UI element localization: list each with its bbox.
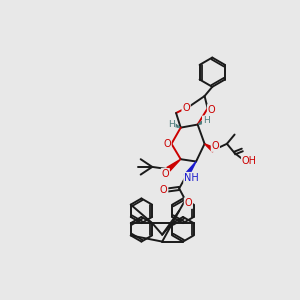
- Text: O: O: [163, 139, 171, 149]
- Polygon shape: [167, 159, 181, 171]
- Text: NH: NH: [184, 173, 199, 183]
- Text: O: O: [182, 103, 190, 112]
- Text: O: O: [163, 139, 171, 149]
- Text: O: O: [208, 105, 215, 115]
- Text: O: O: [212, 141, 219, 151]
- Text: H: H: [168, 120, 175, 129]
- Polygon shape: [184, 161, 196, 177]
- Text: OH: OH: [242, 156, 257, 166]
- Polygon shape: [205, 144, 215, 152]
- Text: O: O: [160, 185, 168, 195]
- Text: O: O: [161, 169, 169, 179]
- Text: H: H: [203, 116, 209, 125]
- Text: O: O: [184, 198, 192, 208]
